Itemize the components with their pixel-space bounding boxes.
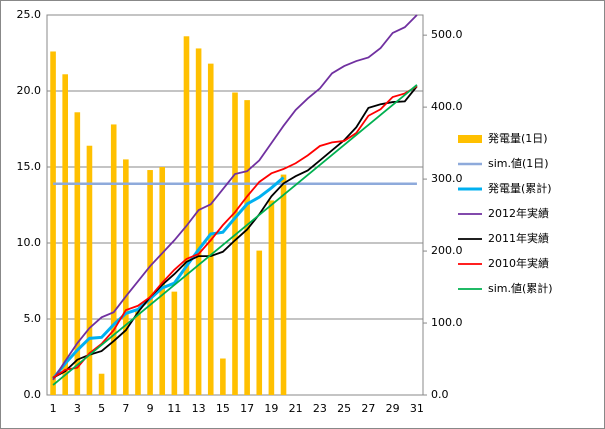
legend-label: 2011年実績 [488,231,549,245]
x-tick-label: 13 [192,402,206,415]
legend-label: 発電量(1日) [488,131,548,145]
y-tick-label: 10.0 [17,236,42,249]
x-tick-label: 19 [264,402,278,415]
bar [159,167,166,395]
bar [220,358,226,395]
bar [86,145,93,395]
y2-tick-label: 100.0 [431,316,463,329]
bar [183,36,190,395]
y2-tick-label: 200.0 [431,244,463,257]
x-tick-label: 17 [240,402,254,415]
x-tick-label: 27 [361,402,375,415]
bar [244,100,250,396]
x-tick-label: 25 [337,402,351,415]
x-tick-label: 21 [289,402,303,415]
x-tick-label: 31 [410,402,424,415]
y-tick-label: 20.0 [17,84,42,97]
y2-tick-label: 400.0 [431,100,463,113]
y-tick-label: 0.0 [24,388,42,401]
legend-label: 2010年実績 [488,256,549,270]
bar [110,124,117,395]
bar [171,291,178,395]
bar [147,170,153,395]
line [52,85,418,379]
x-tick-label: 5 [98,402,105,415]
bar [195,48,202,395]
legend-label: 発電量(累計) [488,181,552,195]
y2-tick-label: 500.0 [431,28,463,41]
legend-swatch [458,135,482,143]
legend-label: 2012年実績 [488,206,549,220]
bar [98,373,105,395]
x-tick-label: 11 [167,402,181,415]
y-tick-label: 25.0 [17,8,42,21]
line [51,176,285,380]
x-tick-label: 15 [216,402,230,415]
x-tick-label: 3 [74,402,81,415]
legend-label: sim.値(累計) [488,281,553,295]
x-tick-label: 9 [147,402,154,415]
x-tick-label: 23 [313,402,327,415]
line [52,84,418,386]
y2-tick-label: 0.0 [431,388,449,401]
bar [232,92,238,396]
bar [207,63,214,395]
bar [256,250,263,395]
bar [74,112,81,395]
y-tick-label: 15.0 [17,160,42,173]
bar [50,51,56,395]
line [52,85,418,379]
x-tick-label: 29 [386,402,400,415]
bar [123,159,129,395]
y-tick-label: 5.0 [24,312,42,325]
y2-tick-label: 300.0 [431,172,463,185]
line [52,14,418,381]
legend-label: sim.値(1日) [488,157,549,170]
bar [62,74,68,395]
bar [268,200,275,395]
bar [280,174,287,395]
x-tick-label: 7 [122,402,129,415]
bar [135,311,141,395]
x-tick-label: 1 [50,402,57,415]
